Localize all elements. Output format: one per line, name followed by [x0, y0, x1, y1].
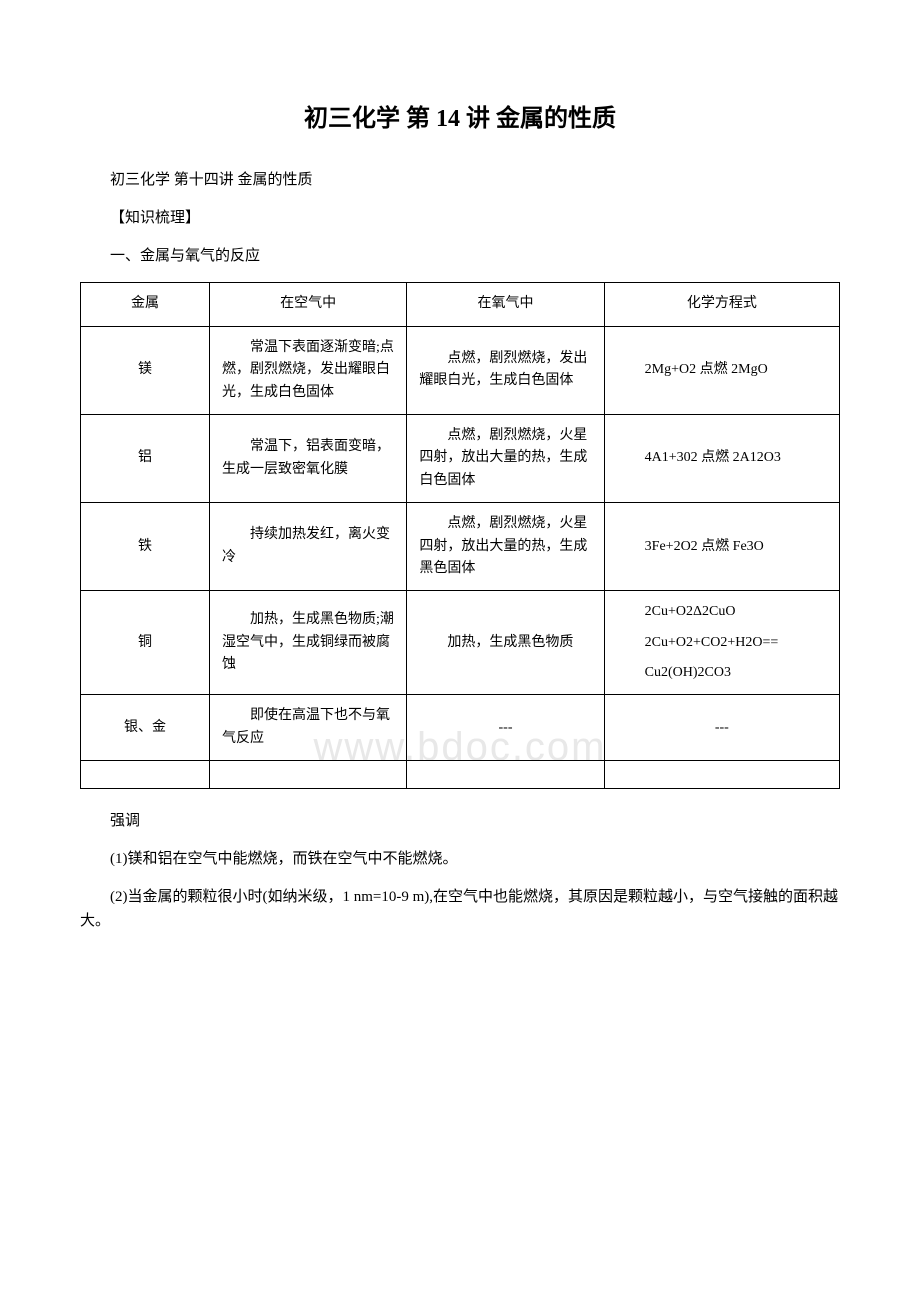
cell-metal: 铁: [81, 503, 210, 591]
header-oxygen: 在氧气中: [407, 283, 604, 326]
cell-metal: 银、金: [81, 695, 210, 761]
cell-oxygen: 点燃，剧烈燃烧，火星四射，放出大量的热，生成白色固体: [407, 414, 604, 502]
table-header-row: 金属 在空气中 在氧气中 化学方程式: [81, 283, 840, 326]
cell-air: 即使在高温下也不与氧气反应: [210, 695, 407, 761]
cell-equation: 4A1+302 点燃 2A12O3: [604, 414, 839, 502]
cell-oxygen: ---: [407, 695, 604, 761]
table-row: 镁 常温下表面逐渐变暗;点燃，剧烈燃烧，发出耀眼白光，生成白色固体 点燃，剧烈燃…: [81, 326, 840, 414]
header-metal: 金属: [81, 283, 210, 326]
empty-cell: [407, 761, 604, 789]
table-row: 铁 持续加热发红，离火变冷 点燃，剧烈燃烧，火星四射，放出大量的热，生成黑色固体…: [81, 503, 840, 591]
cell-equation: ---: [604, 695, 839, 761]
section-label: 【知识梳理】: [80, 206, 840, 230]
cell-equation: 2Mg+O2 点燃 2MgO: [604, 326, 839, 414]
note-2: (2)当金属的颗粒很小时(如纳米级，1 nm=10-9 m),在空气中也能燃烧，…: [80, 885, 840, 933]
empty-cell: [604, 761, 839, 789]
header-air: 在空气中: [210, 283, 407, 326]
empty-cell: [81, 761, 210, 789]
page-title: 初三化学 第 14 讲 金属的性质: [80, 100, 840, 138]
cell-metal: 铝: [81, 414, 210, 502]
metal-reaction-table: 金属 在空气中 在氧气中 化学方程式 镁 常温下表面逐渐变暗;点燃，剧烈燃烧，发…: [80, 282, 840, 789]
section-heading: 一、金属与氧气的反应: [80, 244, 840, 268]
cell-equation: 2Cu+O2Δ2CuO 2Cu+O2+CO2+H2O== Cu2(OH)2CO3: [604, 591, 839, 695]
cell-metal: 镁: [81, 326, 210, 414]
note-1: (1)镁和铝在空气中能燃烧，而铁在空气中不能燃烧。: [80, 847, 840, 871]
cell-air: 常温下，铝表面变暗，生成一层致密氧化膜: [210, 414, 407, 502]
subtitle-text: 初三化学 第十四讲 金属的性质: [80, 168, 840, 192]
cell-oxygen: 点燃，剧烈燃烧，发出耀眼白光，生成白色固体: [407, 326, 604, 414]
cell-equation: 3Fe+2O2 点燃 Fe3O: [604, 503, 839, 591]
cell-air: 加热，生成黑色物质;潮湿空气中，生成铜绿而被腐蚀: [210, 591, 407, 695]
cell-air: 常温下表面逐渐变暗;点燃，剧烈燃烧，发出耀眼白光，生成白色固体: [210, 326, 407, 414]
table-row: 铜 加热，生成黑色物质;潮湿空气中，生成铜绿而被腐蚀 加热，生成黑色物质 2Cu…: [81, 591, 840, 695]
table-row: 银、金 即使在高温下也不与氧气反应 --- ---: [81, 695, 840, 761]
cell-metal: 铜: [81, 591, 210, 695]
cell-air: 持续加热发红，离火变冷: [210, 503, 407, 591]
table-empty-row: [81, 761, 840, 789]
emphasis-label: 强调: [80, 809, 840, 833]
cell-oxygen: 点燃，剧烈燃烧，火星四射，放出大量的热，生成黑色固体: [407, 503, 604, 591]
cell-oxygen: 加热，生成黑色物质: [407, 591, 604, 695]
header-equation: 化学方程式: [604, 283, 839, 326]
table-row: 铝 常温下，铝表面变暗，生成一层致密氧化膜 点燃，剧烈燃烧，火星四射，放出大量的…: [81, 414, 840, 502]
empty-cell: [210, 761, 407, 789]
